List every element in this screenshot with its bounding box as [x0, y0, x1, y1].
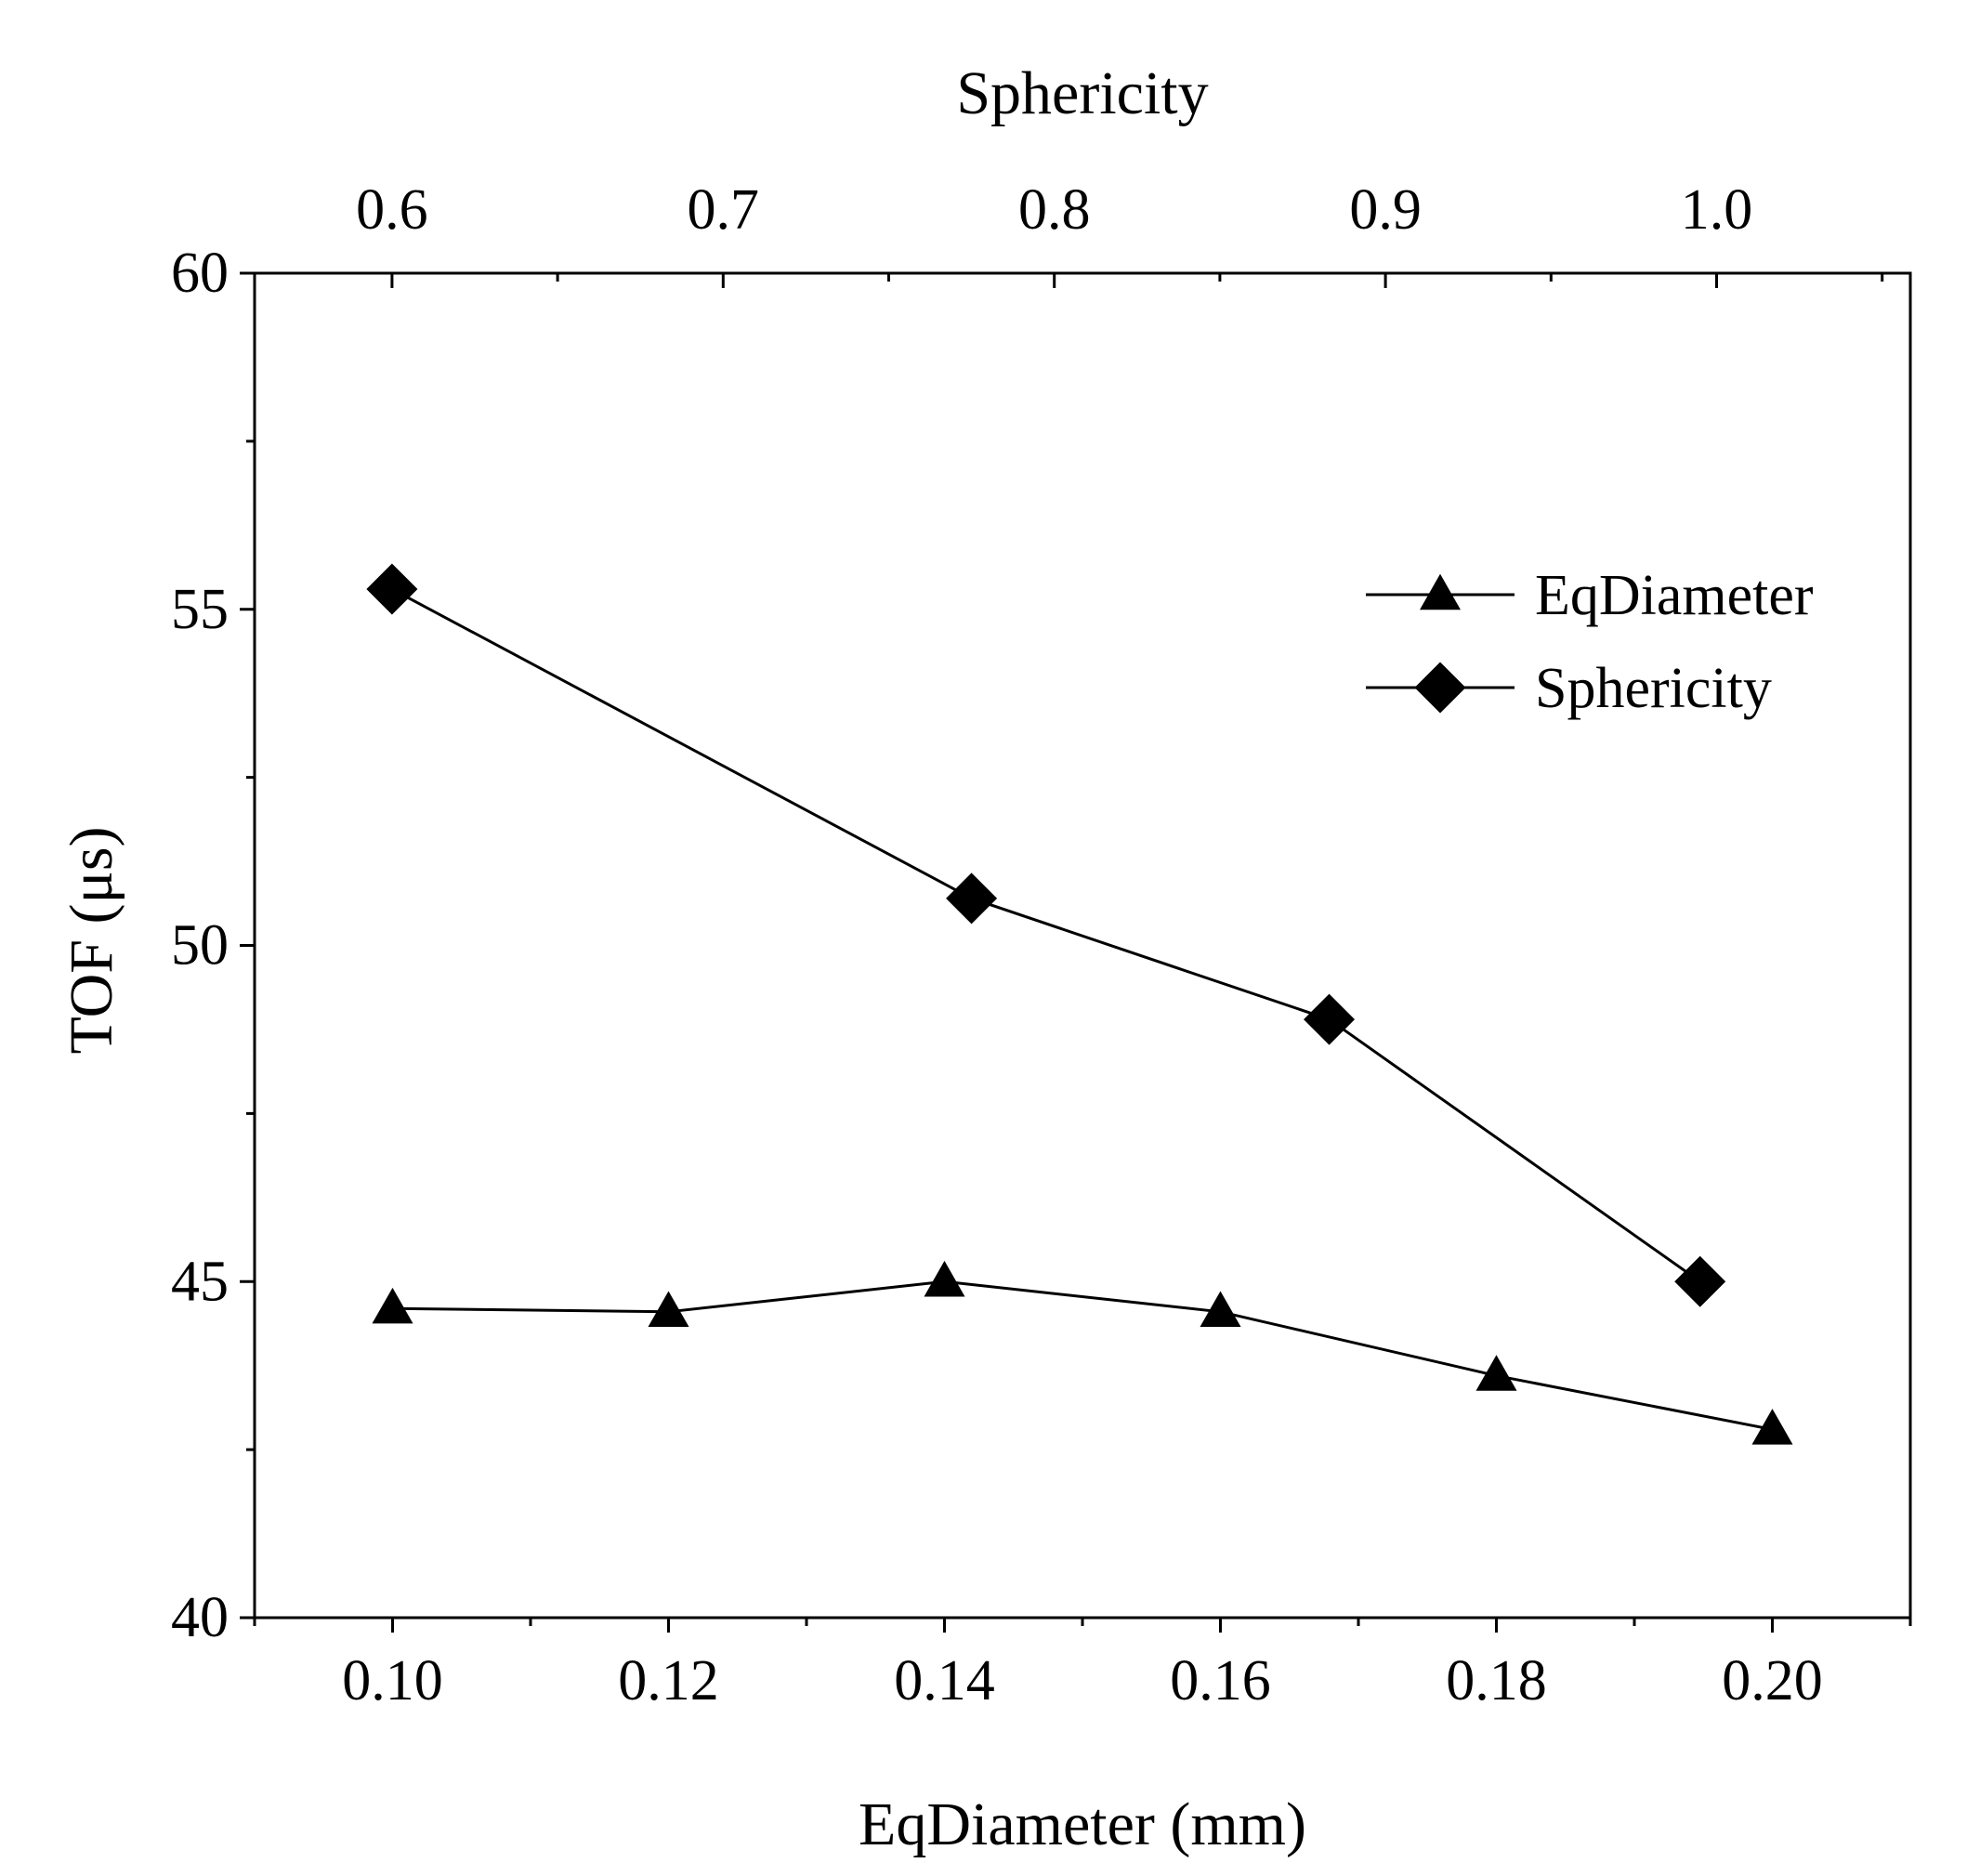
- x-top-tick-label: 1.0: [1681, 178, 1753, 242]
- data-point-eqdiameter: [924, 1260, 965, 1297]
- x-axis-top: 0.6 0.7 0.8 0.9 1.0: [356, 178, 1884, 288]
- x-bottom-tick-label: 0.16: [1170, 1649, 1271, 1712]
- series-line-eqdiameter: [392, 1279, 1773, 1431]
- data-point-eqdiameter: [1200, 1291, 1241, 1328]
- x-axis-bottom: 0.10 0.12 0.14 0.16 0.18 0.20: [253, 1618, 1912, 1712]
- x-top-tick-label: 0.6: [356, 178, 428, 242]
- y-tick-label: 40: [171, 1586, 229, 1649]
- y-tick-label: 45: [171, 1250, 229, 1313]
- x-axis-top-title: Sphericity: [956, 59, 1208, 127]
- x-bottom-tick-label: 0.18: [1446, 1649, 1547, 1712]
- plot-border: [253, 271, 1912, 1620]
- x-top-tick-label: 0.8: [1018, 178, 1091, 242]
- series-sphericity: [366, 563, 1726, 1307]
- x-bottom-tick-label: 0.14: [894, 1649, 995, 1712]
- data-point-eqdiameter: [1475, 1355, 1517, 1391]
- y-tick-label: 60: [171, 242, 229, 305]
- legend-label-sphericity: Sphericity: [1535, 657, 1772, 720]
- y-axis: 40 45 50 55 60: [171, 242, 255, 1649]
- x-bottom-tick-label: 0.10: [342, 1649, 443, 1712]
- y-tick-label: 50: [171, 914, 229, 977]
- x-top-tick-label: 0.9: [1349, 178, 1422, 242]
- y-axis-title: TOF (μs): [58, 826, 125, 1054]
- legend-marker-eqdiameter: [1420, 573, 1461, 610]
- x-top-tick-label: 0.7: [688, 178, 760, 242]
- x-axis-bottom-title: EqDiameter (mm): [859, 1791, 1306, 1858]
- legend-label-eqdiameter: EqDiameter: [1535, 564, 1814, 627]
- legend-marker-sphericity: [1414, 662, 1466, 714]
- series-layer: [366, 563, 1793, 1445]
- data-point-eqdiameter: [648, 1291, 689, 1328]
- data-point-sphericity: [1674, 1255, 1726, 1307]
- legend-item-sphericity: Sphericity: [1366, 657, 1772, 720]
- legend: EqDiameter Sphericity: [1366, 564, 1814, 720]
- data-point-sphericity: [946, 872, 998, 925]
- series-line-sphericity: [391, 587, 1701, 1283]
- data-point-eqdiameter: [372, 1287, 413, 1324]
- x-bottom-tick-label: 0.20: [1722, 1649, 1823, 1712]
- x-bottom-tick-label: 0.12: [618, 1649, 719, 1712]
- data-point-sphericity: [1304, 993, 1356, 1045]
- series-eqdiameter: [372, 1260, 1793, 1445]
- data-point-eqdiameter: [1751, 1409, 1793, 1445]
- plot-frame: [253, 271, 1912, 1620]
- y-tick-label: 55: [171, 578, 229, 641]
- legend-item-eqdiameter: EqDiameter: [1366, 564, 1814, 627]
- data-point-sphericity: [366, 563, 418, 615]
